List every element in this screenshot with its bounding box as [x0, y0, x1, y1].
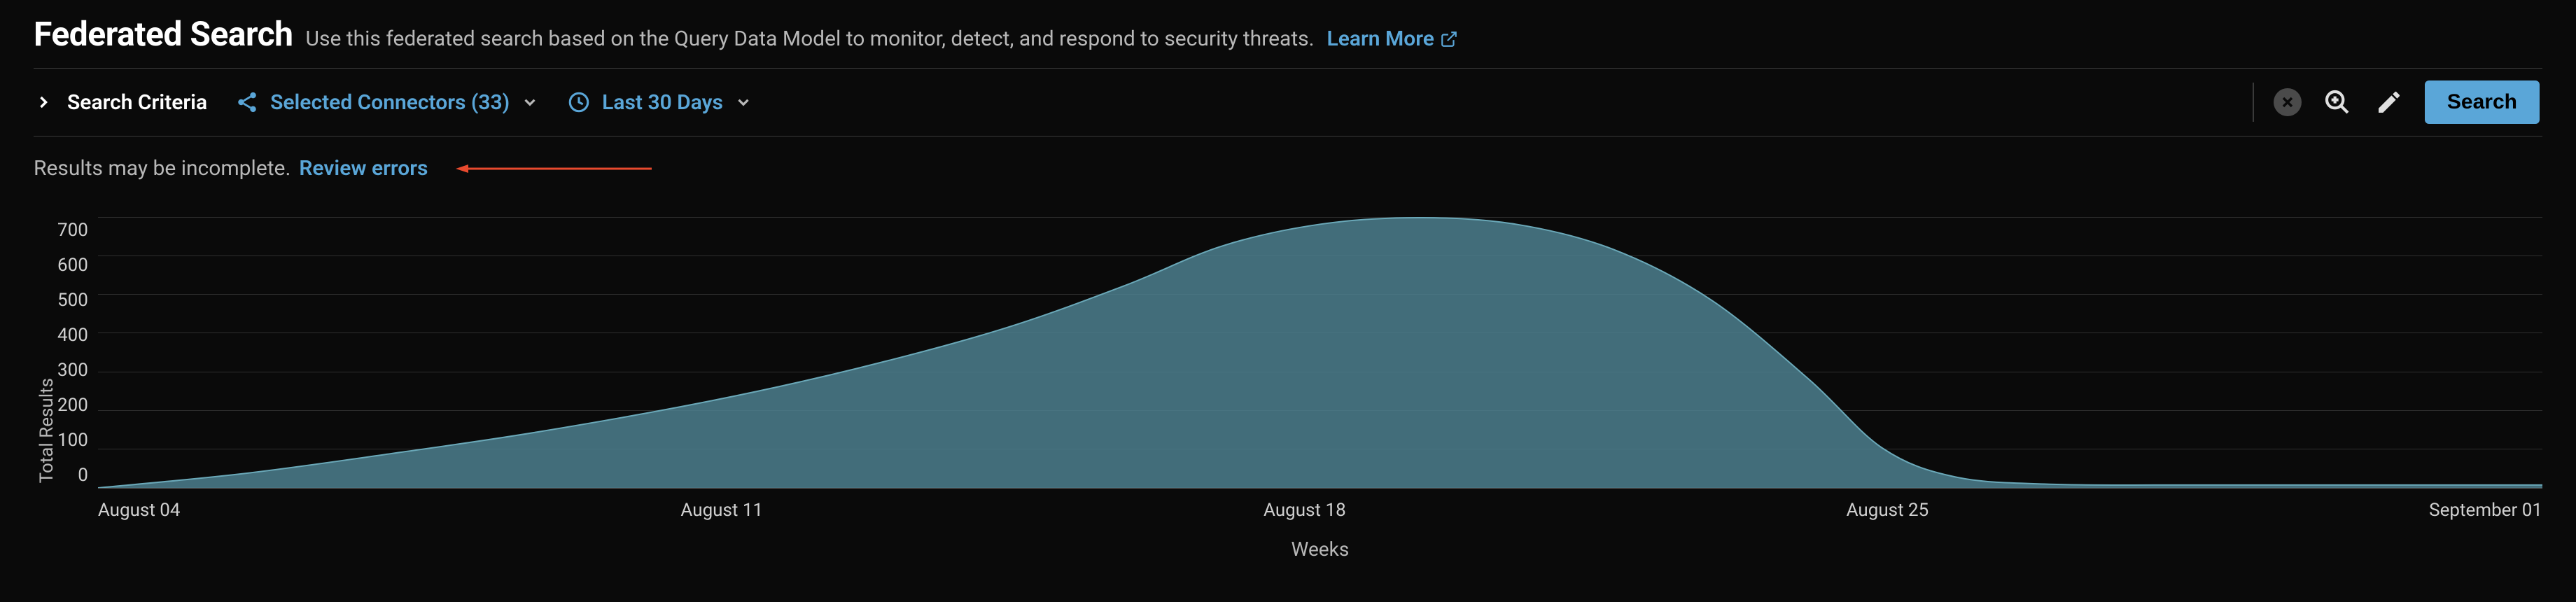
- y-tick: 100: [57, 430, 88, 451]
- x-tick: August 25: [1847, 500, 1929, 521]
- share-icon: [235, 90, 259, 114]
- x-axis-label: Weeks: [98, 521, 2542, 561]
- learn-more-label: Learn More: [1327, 27, 1434, 51]
- y-tick: 600: [57, 255, 88, 276]
- y-tick: 700: [57, 220, 88, 241]
- page-subtitle: Use this federated search based on the Q…: [306, 27, 1315, 51]
- y-tick: 400: [57, 325, 88, 346]
- y-axis-ticks: 700 600 500 400 300 200 100 0: [57, 220, 98, 486]
- close-icon: [2279, 94, 2296, 111]
- edit-button[interactable]: [2373, 86, 2405, 118]
- y-tick: 300: [57, 360, 88, 381]
- plot-area: [98, 217, 2542, 489]
- x-tick: September 01: [2429, 500, 2542, 521]
- x-tick: August 04: [98, 500, 181, 521]
- review-errors-link[interactable]: Review errors: [299, 156, 428, 181]
- annotation-arrow: [456, 156, 652, 181]
- clock-icon: [567, 90, 591, 114]
- x-tick: August 18: [1264, 500, 1346, 521]
- status-row: Results may be incomplete. Review errors: [34, 136, 2542, 189]
- zoom-in-button[interactable]: [2321, 86, 2353, 118]
- connectors-dropdown[interactable]: Selected Connectors (33): [235, 90, 539, 115]
- y-tick: 200: [57, 395, 88, 416]
- clear-button[interactable]: [2274, 88, 2302, 116]
- x-tick: August 11: [680, 500, 763, 521]
- y-axis-label: Total Results: [34, 301, 57, 483]
- timerange-label: Last 30 Days: [602, 90, 723, 115]
- area-series: [98, 217, 2542, 488]
- toolbar: Search Criteria Selected Connectors (33)…: [34, 69, 2542, 136]
- chevron-down-icon: [734, 93, 752, 111]
- x-axis-ticks: August 04 August 11 August 18 August 25 Sept…: [98, 489, 2542, 521]
- page-title: Federated Search: [34, 14, 293, 54]
- connectors-label: Selected Connectors (33): [270, 90, 510, 115]
- external-link-icon: [1440, 30, 1458, 48]
- status-message: Results may be incomplete.: [34, 156, 290, 181]
- chevron-right-icon: [34, 92, 53, 112]
- results-chart: Total Results 700 600 500 400 300 200 100 0 Aug…: [34, 217, 2542, 567]
- search-criteria-toggle[interactable]: Search Criteria: [34, 90, 207, 115]
- y-tick: 0: [78, 465, 88, 486]
- page-header: Federated Search Use this federated sear…: [34, 14, 2542, 68]
- zoom-in-icon: [2323, 88, 2351, 116]
- y-tick: 500: [57, 290, 88, 311]
- separator: [2253, 83, 2254, 122]
- timerange-dropdown[interactable]: Last 30 Days: [567, 90, 752, 115]
- search-button[interactable]: Search: [2425, 80, 2540, 124]
- pencil-icon: [2375, 88, 2403, 116]
- learn-more-link[interactable]: Learn More: [1327, 27, 1458, 51]
- chevron-down-icon: [521, 93, 539, 111]
- search-criteria-label: Search Criteria: [67, 90, 207, 115]
